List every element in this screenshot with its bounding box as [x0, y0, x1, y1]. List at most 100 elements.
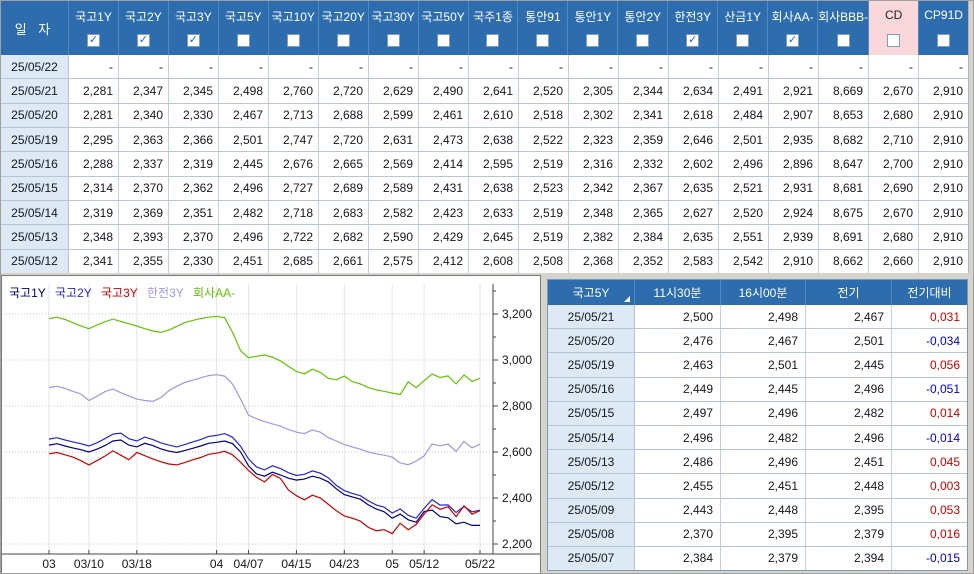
rate-cell: 2,641	[469, 79, 519, 102]
column-checkbox[interactable]	[837, 34, 850, 47]
column-header-국고2Y[interactable]: 국고2Y✓	[119, 1, 169, 55]
rate-cell: 2,599	[369, 104, 419, 127]
table-row: 25/05/192,4632,5012,4450,056	[548, 353, 967, 377]
column-header-국고1Y[interactable]: 국고1Y ✓	[69, 1, 119, 55]
column-header-label: 한전3Y	[674, 8, 711, 25]
rate-cell: 2,602	[669, 152, 719, 175]
column-header-label: 국고1Y	[75, 8, 112, 25]
column-header-한전3Y[interactable]: 한전3Y ✓	[668, 1, 718, 55]
column-checkbox[interactable]	[287, 34, 300, 47]
legend-item-국고2Y: 국고2Y	[55, 286, 92, 300]
column-header-CD[interactable]: CD	[869, 1, 919, 55]
change-cell: -0,015	[892, 547, 967, 570]
column-header-국고30Y[interactable]: 국고30Y	[369, 1, 419, 55]
rate-cell: 2,610	[469, 104, 519, 127]
price-cell: 2,449	[635, 378, 721, 401]
price-cell: 2,445	[721, 378, 806, 401]
table-row: 25/05/132,4862,4962,4510,045	[548, 450, 967, 474]
intraday-header-2[interactable]: 16시00분	[721, 280, 806, 305]
price-cell: 2,395	[806, 499, 892, 522]
column-header-국주1종[interactable]: 국주1종	[469, 1, 519, 55]
table-row: 25/05/142,4962,4822,496-0,014	[548, 426, 967, 450]
column-header-label: 국주1종	[473, 8, 513, 25]
rate-cell: 2,569	[369, 152, 419, 175]
column-checkbox[interactable]	[237, 34, 250, 47]
column-checkbox[interactable]	[437, 34, 450, 47]
table-row: 25/05/162,2882,3372,3192,4452,6762,6652,…	[1, 152, 968, 176]
series-line-국고1Y	[49, 440, 480, 525]
column-checkbox[interactable]: ✓	[686, 34, 699, 47]
column-header-CP91D[interactable]: CP91D	[919, 1, 968, 55]
price-cell: 2,467	[721, 329, 806, 352]
column-header-통안1Y[interactable]: 통안1Y	[568, 1, 618, 55]
column-checkbox[interactable]: ✓	[187, 34, 200, 47]
rate-cell: 8,675	[819, 201, 869, 224]
rate-cell: 2,631	[369, 128, 419, 151]
rate-cell: 2,382	[569, 225, 619, 248]
column-checkbox[interactable]	[736, 34, 749, 47]
column-checkbox[interactable]: ✓	[137, 34, 150, 47]
price-cell: 2,496	[721, 402, 806, 425]
rate-cell: 2,575	[369, 250, 419, 273]
rate-cell: 2,645	[469, 225, 519, 248]
rate-cell: 2,365	[619, 201, 669, 224]
column-checkbox[interactable]	[887, 34, 900, 47]
column-header-국고50Y[interactable]: 국고50Y	[419, 1, 469, 55]
rate-cell: 2,590	[369, 225, 419, 248]
rate-cell: 2,685	[269, 250, 319, 273]
table-row: 25/05/192,2952,3632,3662,5012,7472,7202,…	[1, 128, 968, 152]
column-checkbox[interactable]	[337, 34, 350, 47]
sort-indicator-icon	[624, 296, 630, 302]
intraday-header-0[interactable]: 국고5Y	[548, 280, 635, 305]
rate-cell: 2,646	[669, 128, 719, 151]
rate-cell: 2,551	[719, 225, 769, 248]
column-checkbox[interactable]	[937, 34, 950, 47]
rate-cell: 2,369	[119, 201, 169, 224]
x-axis-label: 05/22	[465, 557, 495, 571]
change-cell: -0,034	[892, 329, 967, 352]
rate-cell: 2,638	[469, 128, 519, 151]
column-header-산금1Y[interactable]: 산금1Y	[718, 1, 768, 55]
table-row: 25/05/082,3702,3952,3790,016	[548, 523, 967, 547]
legend-item-한전3Y: 한전3Y	[147, 286, 184, 300]
column-checkbox[interactable]: ✓	[87, 34, 100, 47]
column-checkbox[interactable]: ✓	[786, 34, 799, 47]
rate-cell: -	[469, 55, 519, 78]
column-header-label: 국고5Y	[225, 8, 262, 25]
rate-cell: 2,414	[419, 152, 469, 175]
row-date: 25/05/21	[1, 79, 69, 102]
rate-cell: 2,627	[669, 201, 719, 224]
series-line-국고3Y	[49, 451, 480, 534]
column-checkbox[interactable]	[586, 34, 599, 47]
intraday-header-1[interactable]: 11시30분	[635, 280, 721, 305]
column-header-국고20Y[interactable]: 국고20Y	[319, 1, 369, 55]
column-header-통안2Y[interactable]: 통안2Y	[618, 1, 668, 55]
column-checkbox[interactable]	[387, 34, 400, 47]
rate-cell: -	[619, 55, 669, 78]
legend-item-국고1Y: 국고1Y	[9, 286, 46, 300]
change-cell: 0,056	[892, 353, 967, 376]
column-header-회사BBB-[interactable]: 회사BBB-	[818, 1, 869, 55]
rate-cell: 2,295	[69, 128, 119, 151]
price-cell: 2,448	[806, 474, 892, 497]
table-row: 25/05/122,4552,4512,4480,003	[548, 474, 967, 498]
column-header-회사AA-[interactable]: 회사AA-✓	[768, 1, 818, 55]
table-row: 25/05/202,2812,3402,3302,4672,7132,6882,…	[1, 104, 968, 128]
intraday-header-3[interactable]: 전기	[806, 280, 892, 305]
column-header-국고3Y[interactable]: 국고3Y✓	[169, 1, 219, 55]
rate-cell: 2,484	[719, 104, 769, 127]
column-checkbox[interactable]	[636, 34, 649, 47]
rate-cell: 2,520	[519, 79, 569, 102]
table-row: 25/05/072,3842,3792,394-0,015	[548, 547, 967, 570]
rate-cell: 2,910	[919, 152, 968, 175]
rate-cell: -	[519, 55, 569, 78]
rate-cell: 2,635	[669, 177, 719, 200]
column-header-국고5Y[interactable]: 국고5Y	[219, 1, 269, 55]
intraday-header-4[interactable]: 전기대비	[892, 280, 967, 305]
column-header-통안91[interactable]: 통안91	[518, 1, 568, 55]
rate-cell: 2,589	[369, 177, 419, 200]
column-header-국고10Y[interactable]: 국고10Y	[269, 1, 319, 55]
column-checkbox[interactable]	[536, 34, 549, 47]
rate-cell: 8,682	[819, 128, 869, 151]
column-checkbox[interactable]	[486, 34, 499, 47]
